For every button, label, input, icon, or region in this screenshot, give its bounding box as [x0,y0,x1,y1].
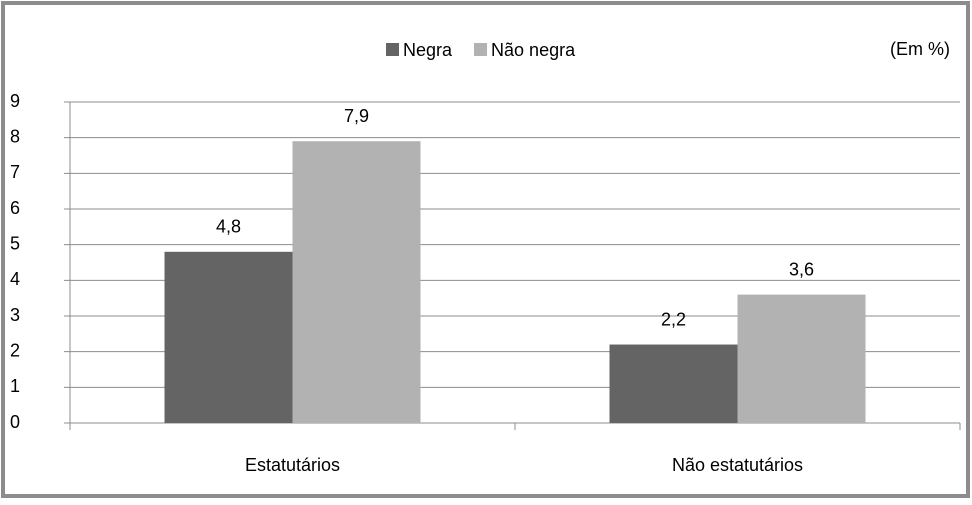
value-label: 2,2 [661,309,686,329]
y-tick-label: 5 [10,233,20,253]
y-tick-label: 3 [10,305,20,325]
x-tick-label: Estatutários [245,455,340,475]
x-tick-label: Não estatutários [672,455,803,475]
bar [292,141,421,423]
legend-swatch [474,43,488,56]
legend-swatch [386,43,399,56]
legend-label: Não negra [491,40,576,60]
y-tick-label: 0 [10,412,20,432]
y-tick-label: 8 [10,126,20,146]
y-tick-label: 6 [10,198,20,218]
y-tick-label: 9 [10,91,20,111]
annotation: (Em %) [890,39,950,59]
value-label: 3,6 [789,259,814,279]
y-tick-label: 2 [10,340,20,360]
y-tick-label: 4 [10,269,20,289]
value-label: 4,8 [216,217,241,237]
y-tick-label: 1 [10,376,20,396]
value-label: 7,9 [344,106,369,126]
legend-label: Negra [403,40,453,60]
bar [609,344,738,423]
bar [164,251,293,423]
y-tick-label: 7 [10,162,20,182]
bar [737,294,866,423]
